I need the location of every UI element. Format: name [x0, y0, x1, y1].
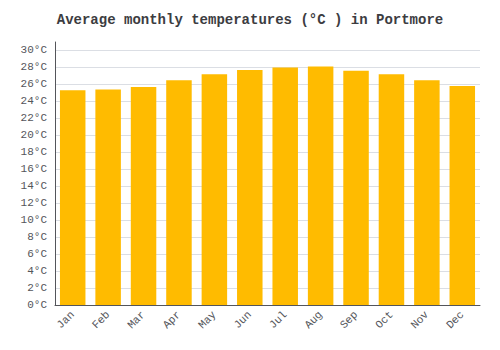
- svg-text:2°C: 2°C: [27, 282, 47, 294]
- svg-text:Mar: Mar: [125, 309, 147, 331]
- svg-text:24°C: 24°C: [21, 95, 48, 107]
- svg-text:Aug: Aug: [302, 309, 324, 331]
- svg-text:Average monthly temperatures (: Average monthly temperatures (°C ) in Po…: [57, 12, 443, 28]
- svg-text:10°C: 10°C: [21, 214, 48, 226]
- svg-text:Nov: Nov: [409, 308, 432, 331]
- svg-text:Jul: Jul: [267, 309, 289, 331]
- svg-text:8°C: 8°C: [27, 231, 47, 243]
- svg-text:Sep: Sep: [338, 309, 360, 331]
- svg-text:16°C: 16°C: [21, 163, 48, 175]
- svg-text:May: May: [196, 308, 219, 331]
- svg-text:4°C: 4°C: [27, 265, 47, 277]
- svg-text:Feb: Feb: [90, 309, 112, 331]
- svg-text:Dec: Dec: [444, 309, 466, 331]
- svg-text:Jan: Jan: [54, 309, 76, 331]
- svg-text:26°C: 26°C: [21, 78, 48, 90]
- svg-text:14°C: 14°C: [21, 180, 48, 192]
- svg-text:22°C: 22°C: [21, 112, 48, 124]
- svg-text:Jun: Jun: [232, 309, 254, 331]
- svg-text:0°C: 0°C: [27, 299, 47, 311]
- svg-text:Oct: Oct: [373, 309, 395, 331]
- svg-text:12°C: 12°C: [21, 197, 48, 209]
- svg-text:20°C: 20°C: [21, 129, 48, 141]
- svg-text:Apr: Apr: [161, 309, 183, 331]
- svg-text:18°C: 18°C: [21, 146, 48, 158]
- svg-text:28°C: 28°C: [21, 61, 48, 73]
- svg-text:6°C: 6°C: [27, 248, 47, 260]
- svg-text:30°C: 30°C: [21, 44, 48, 56]
